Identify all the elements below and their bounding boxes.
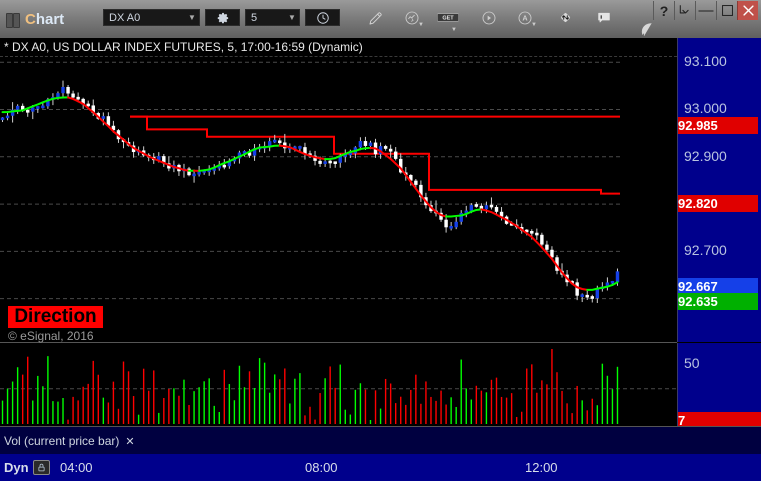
- svg-text:A: A: [522, 13, 528, 22]
- svg-text:GET: GET: [442, 16, 454, 22]
